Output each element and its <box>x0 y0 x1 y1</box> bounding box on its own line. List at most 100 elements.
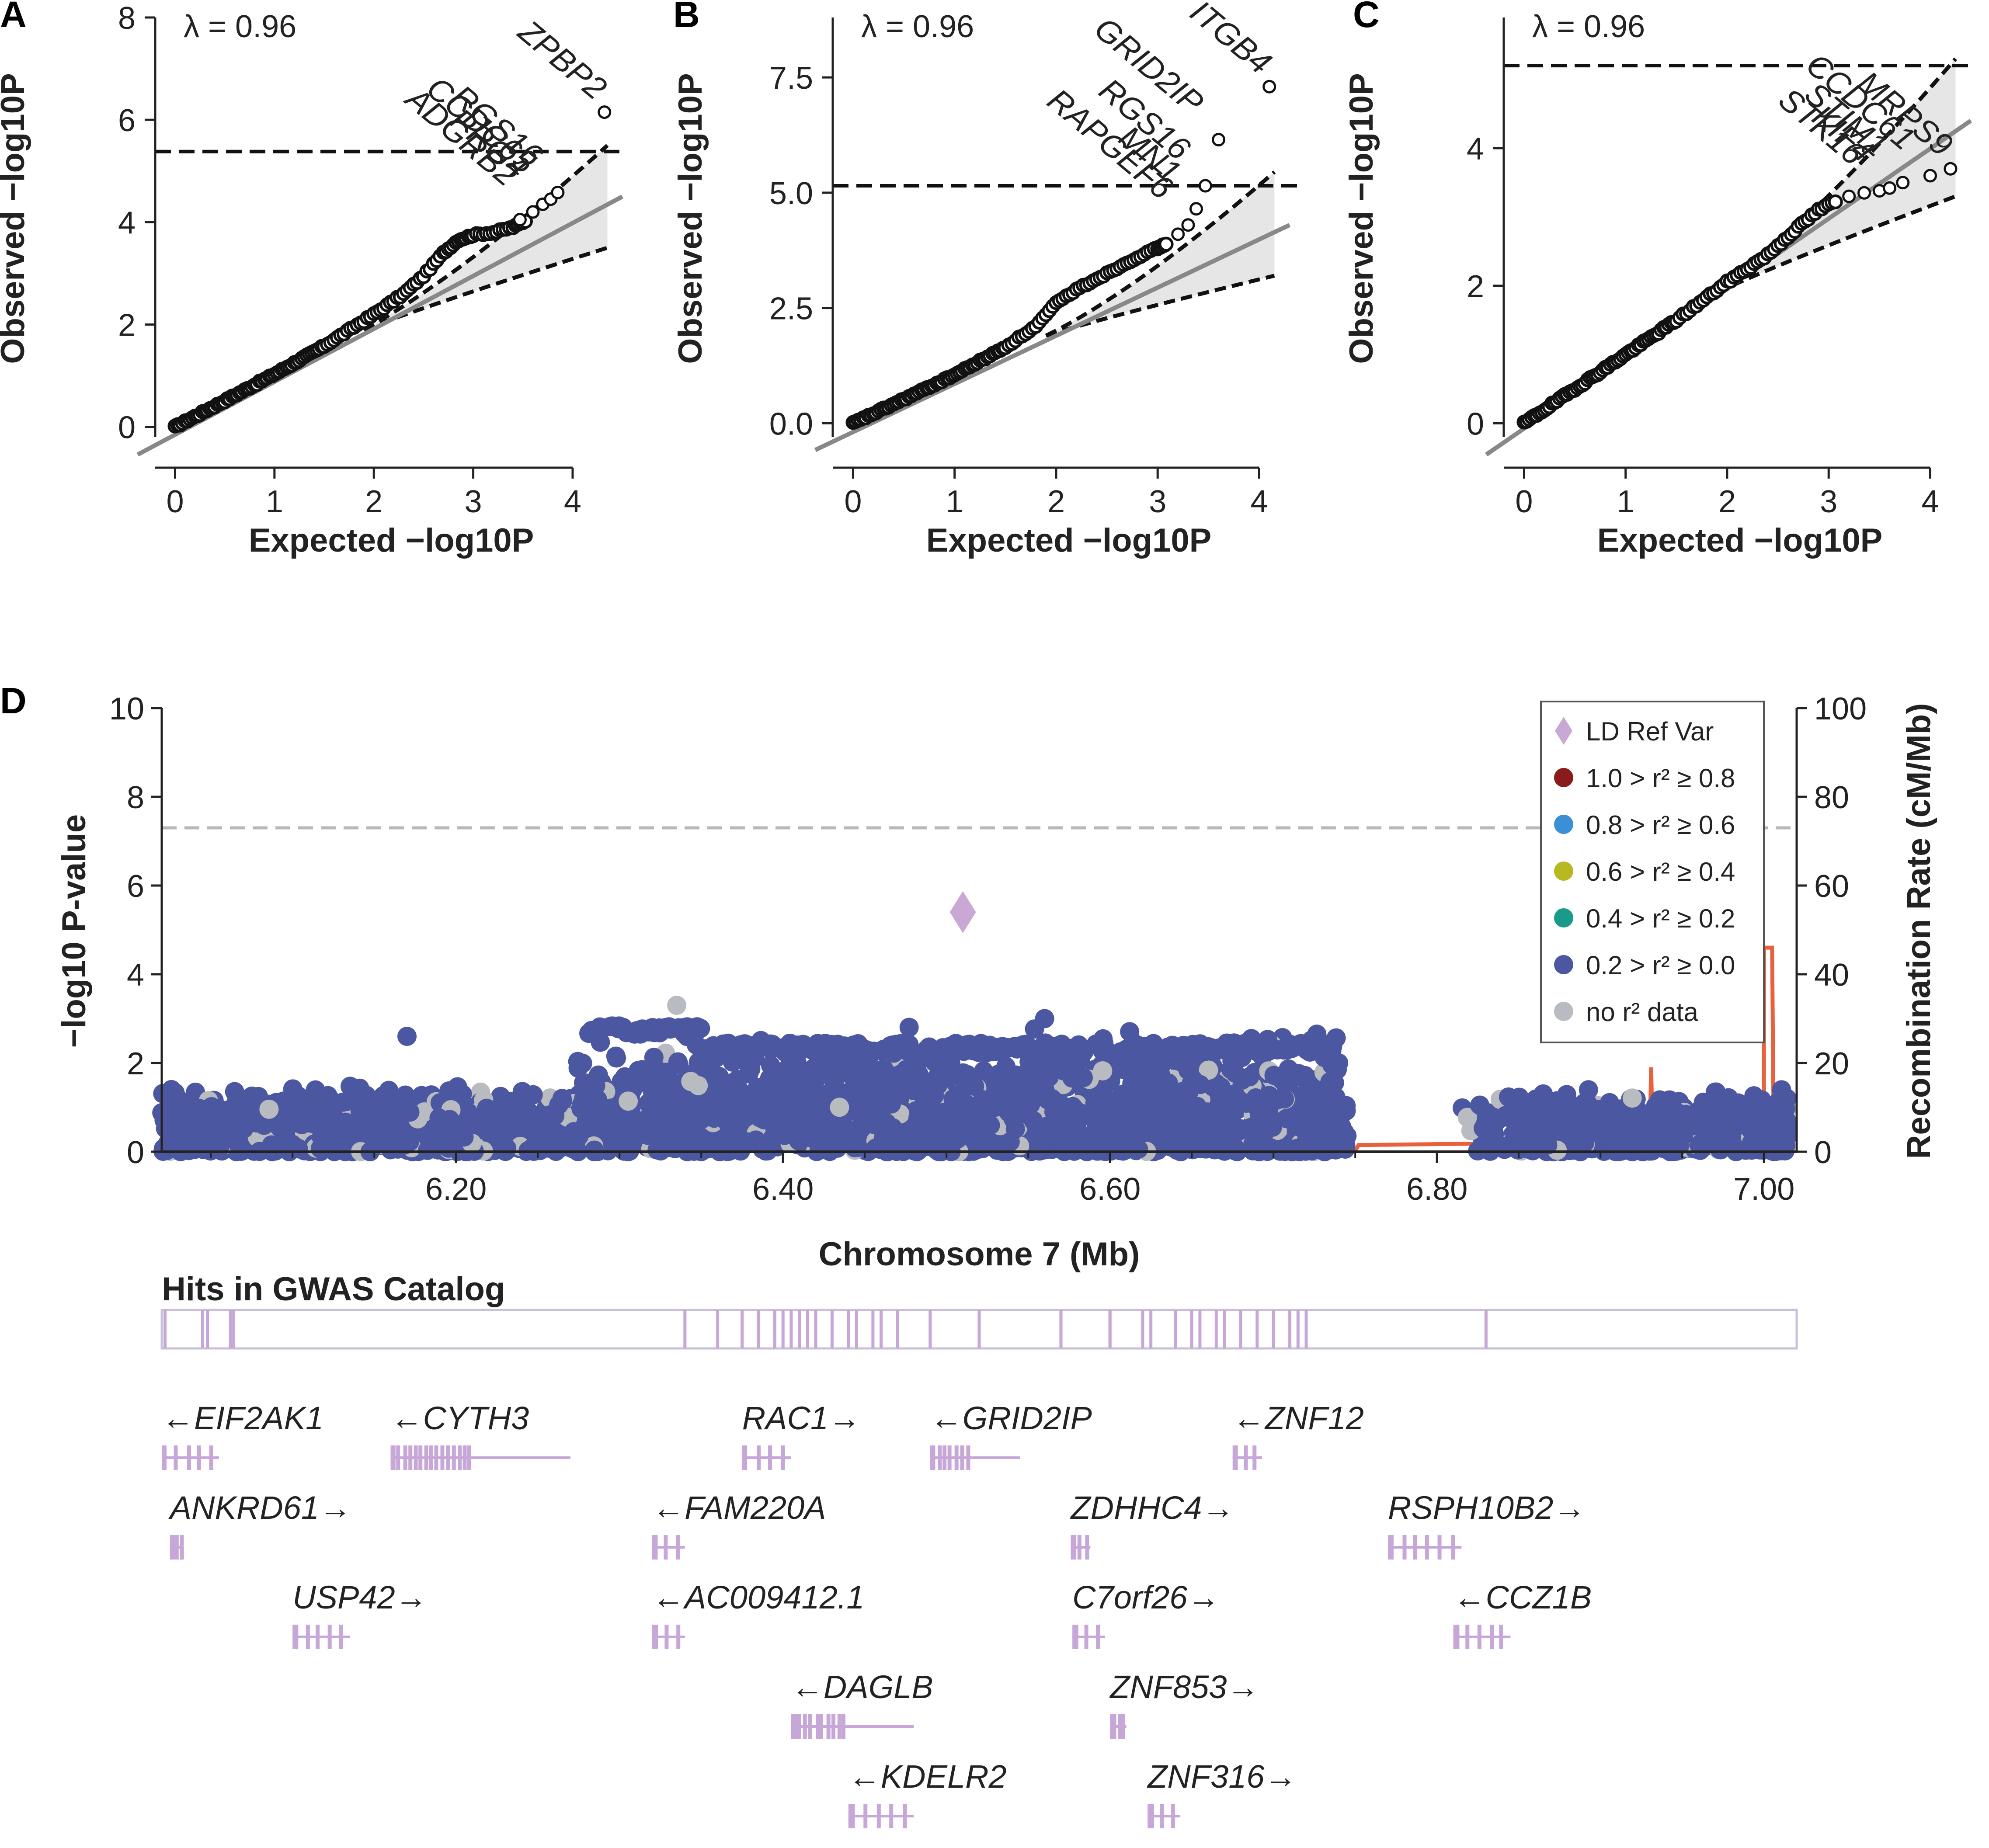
snp-point <box>242 1101 261 1121</box>
snp-point <box>669 1055 689 1074</box>
snp-point <box>1082 1138 1102 1158</box>
snp-point <box>918 1039 938 1059</box>
snp-point <box>605 1130 625 1150</box>
snp-point <box>489 1098 509 1118</box>
gene-exon <box>947 1445 952 1470</box>
snp-point <box>908 1108 928 1127</box>
gene-exon <box>446 1445 450 1470</box>
snp-point <box>675 1139 695 1159</box>
snp-point <box>227 1086 247 1105</box>
snp-point <box>1111 1042 1130 1062</box>
snp-point <box>374 1103 393 1123</box>
snp-point <box>1291 1034 1311 1053</box>
panel-letter: B <box>673 0 700 35</box>
gene-exon <box>938 1445 942 1470</box>
snp-points <box>152 996 1798 1161</box>
snp-point <box>928 1075 948 1095</box>
gene-exon <box>1160 1804 1164 1828</box>
snp-point <box>1262 1117 1282 1137</box>
legend-label: 0.4 > r² ≥ 0.2 <box>1586 904 1735 933</box>
confidence-band <box>1717 59 1956 293</box>
qq-top-point <box>1198 179 1212 193</box>
snp-point <box>1575 1093 1594 1113</box>
snp-point <box>331 1123 351 1143</box>
gene-exon <box>808 1714 812 1739</box>
snp-point <box>784 1108 804 1127</box>
x-tick-label: 4 <box>1921 484 1939 519</box>
snp-point <box>1038 1090 1058 1110</box>
gene-exon <box>1252 1445 1257 1470</box>
gene-exon <box>1150 1804 1154 1828</box>
gene-exon <box>1110 1714 1114 1739</box>
qq-panel-A: A 0 1 2 3 4 0 2 4 6 8 λ = 0.96 Expected −log10P Obser… <box>0 0 627 559</box>
snp-point <box>1709 1087 1728 1107</box>
gene-exon <box>837 1714 842 1739</box>
snp-point <box>764 1070 783 1090</box>
qq-top-point <box>1212 133 1226 147</box>
y-tick-label: 7.5 <box>769 61 813 96</box>
panel-letter: D <box>0 680 27 721</box>
snp-point <box>1470 1095 1490 1115</box>
snp-point <box>1172 1082 1192 1101</box>
gene-exon <box>1121 1714 1125 1739</box>
snp-point <box>1310 1083 1330 1103</box>
snp-point <box>549 1095 569 1115</box>
snp-point <box>567 1139 586 1159</box>
snp-point <box>216 1108 236 1128</box>
snp-point <box>573 1053 592 1073</box>
gene-exon <box>930 1445 934 1470</box>
gene-exon <box>1084 1625 1088 1649</box>
snp-point <box>259 1099 279 1119</box>
y-axis-label: Observed −log10P <box>0 73 31 364</box>
snp-point <box>458 1103 478 1122</box>
snp-point <box>1499 1087 1518 1107</box>
y2-tick-label: 80 <box>1814 780 1849 815</box>
snp-point <box>793 1126 813 1146</box>
gene-exon <box>1232 1445 1237 1470</box>
snp-point <box>994 1097 1014 1116</box>
snp-point <box>948 1129 967 1149</box>
snp-point <box>606 1046 626 1066</box>
y-axis-label: Observed −log10P <box>672 73 709 364</box>
gene-name: ZNF853→ <box>1109 1669 1259 1705</box>
lambda-label: λ = 0.96 <box>861 9 974 44</box>
legend-label: 0.6 > r² ≥ 0.4 <box>1586 857 1735 886</box>
snp-point <box>639 1093 658 1113</box>
qq-panel-C: C 0 1 2 3 4 0 2 4 λ = 0.96 Expected −log10P Observe… <box>1343 0 1976 559</box>
snp-point <box>579 1024 599 1043</box>
gene-exon <box>876 1804 881 1828</box>
snp-point <box>891 1064 911 1084</box>
snp-point <box>809 1099 828 1119</box>
gene-exon <box>174 1445 178 1470</box>
snp-point <box>615 1020 635 1039</box>
gene-exon <box>316 1625 320 1649</box>
legend-swatch <box>1554 1002 1573 1021</box>
gene-exon <box>676 1625 681 1649</box>
gene-name: ←GRID2IP <box>930 1400 1092 1436</box>
y-axis-label: Observed −log10P <box>1343 73 1380 364</box>
qq-top-point <box>1181 218 1195 232</box>
snp-point <box>1766 1096 1785 1116</box>
snp-point <box>1020 1082 1040 1101</box>
gene-name: ZNF316→ <box>1147 1758 1297 1795</box>
y-tick-label: 8 <box>118 1 136 36</box>
snp-point <box>1183 1070 1203 1090</box>
snp-point <box>497 1139 517 1158</box>
legend-swatch <box>1554 815 1573 834</box>
gene-exon <box>440 1445 445 1470</box>
gene-exon <box>403 1445 407 1470</box>
qq-top-point <box>1883 181 1897 195</box>
x-tick-label: 6.60 <box>1079 1172 1141 1207</box>
gene-exon <box>1413 1535 1417 1560</box>
snp-point <box>1016 1038 1036 1057</box>
snp-point <box>1050 1119 1070 1138</box>
gene-exon <box>458 1445 462 1470</box>
gene-exon <box>1455 1625 1460 1649</box>
snp-point <box>673 1103 693 1123</box>
gene-exon <box>841 1714 845 1739</box>
snp-point <box>1158 1037 1178 1057</box>
ci-upper-line <box>363 144 609 332</box>
gene-name: ←DAGLB <box>791 1669 933 1705</box>
snp-point <box>532 1139 552 1159</box>
snp-point <box>882 1094 901 1114</box>
